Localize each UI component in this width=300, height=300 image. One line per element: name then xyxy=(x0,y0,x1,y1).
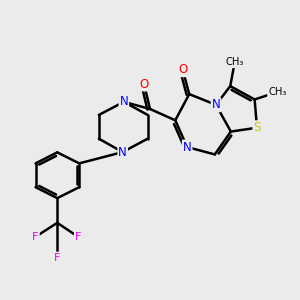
Text: O: O xyxy=(140,77,149,91)
Text: CH₃: CH₃ xyxy=(226,57,244,67)
Text: N: N xyxy=(119,95,128,108)
Text: N: N xyxy=(212,98,220,111)
Text: S: S xyxy=(253,121,261,134)
Text: N: N xyxy=(183,140,191,154)
Text: O: O xyxy=(178,63,187,76)
Text: CH₃: CH₃ xyxy=(268,87,286,97)
Text: F: F xyxy=(32,232,39,242)
Text: N: N xyxy=(118,146,127,159)
Text: F: F xyxy=(54,253,61,262)
Text: F: F xyxy=(75,232,81,242)
